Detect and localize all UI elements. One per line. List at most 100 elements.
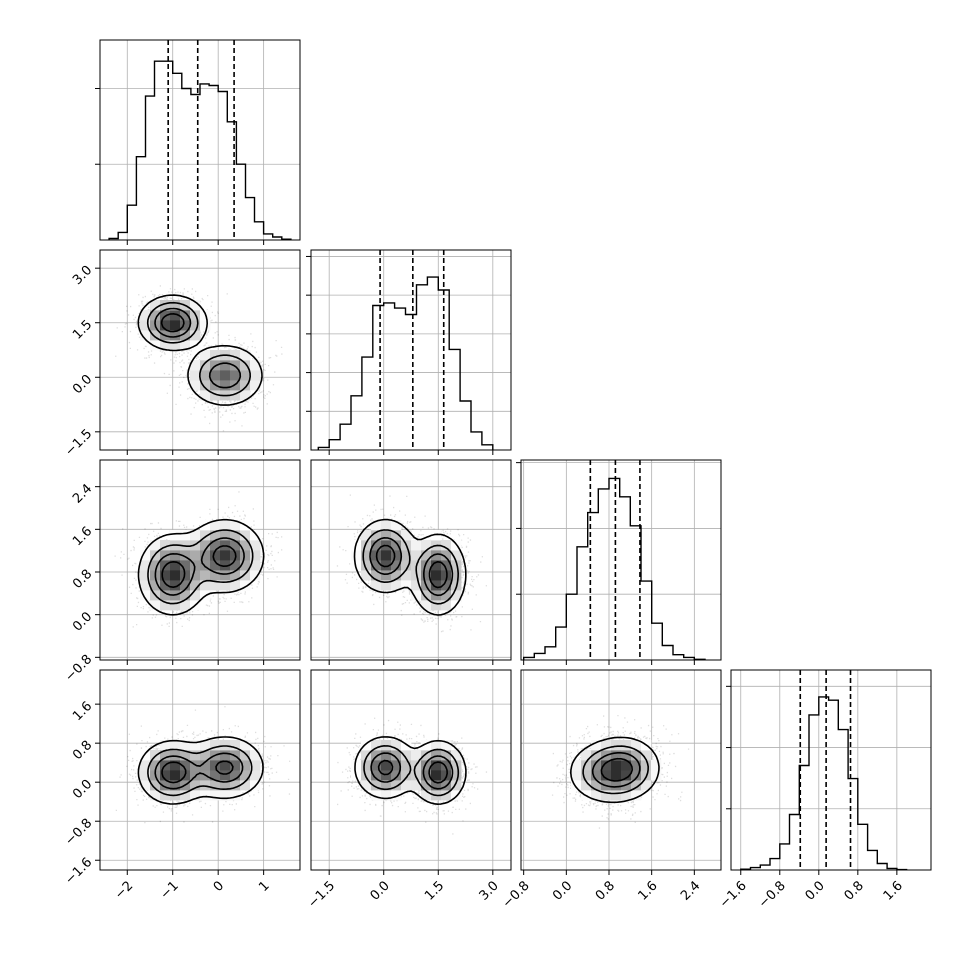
contour-level-1 bbox=[582, 745, 649, 795]
density-cell bbox=[411, 590, 422, 601]
density-cell bbox=[210, 580, 221, 591]
density-cell bbox=[381, 780, 392, 791]
density-cell bbox=[601, 760, 612, 771]
panel-frame bbox=[99, 459, 301, 661]
density-cell bbox=[180, 560, 191, 571]
density-cell bbox=[591, 750, 602, 761]
density-cell bbox=[641, 780, 652, 791]
x-tick-label: 1.6 bbox=[881, 878, 906, 903]
density-cell bbox=[210, 390, 221, 401]
density-cell bbox=[571, 780, 582, 791]
density-cell bbox=[150, 780, 161, 791]
density-cell bbox=[250, 750, 261, 761]
density-cell bbox=[190, 580, 201, 591]
density-cell bbox=[611, 760, 622, 771]
density-cell bbox=[190, 300, 201, 311]
density-cell bbox=[200, 560, 211, 571]
x-tick-label: 2.4 bbox=[678, 878, 703, 903]
density-cell bbox=[421, 600, 432, 611]
x-tick-label: −1 bbox=[158, 878, 182, 902]
density-cell bbox=[150, 310, 161, 321]
density-cell bbox=[591, 790, 602, 801]
density-cell bbox=[361, 570, 372, 581]
density-cell bbox=[441, 590, 452, 601]
density-cell bbox=[431, 550, 442, 561]
scatter-panel-3-1: −1.5 0.0 1.5 3.0 bbox=[305, 669, 512, 911]
density-cell bbox=[421, 540, 432, 551]
density-cell bbox=[160, 740, 171, 751]
y-tick-label: 0.0 bbox=[70, 372, 95, 397]
density-cell bbox=[250, 380, 261, 391]
x-tick-label: −2 bbox=[112, 878, 136, 902]
density-cell bbox=[190, 550, 201, 561]
hist-step-0 bbox=[108, 60, 292, 240]
density-cell bbox=[190, 790, 201, 801]
density-cell bbox=[621, 750, 632, 761]
contour-level-1 bbox=[147, 529, 254, 605]
contour-level-3 bbox=[161, 760, 234, 784]
contour-level-2 bbox=[154, 752, 244, 790]
density-cell bbox=[210, 550, 221, 561]
contour-level-0 bbox=[137, 294, 263, 406]
density-cell bbox=[200, 390, 211, 401]
density-cell bbox=[230, 780, 241, 791]
density-cell bbox=[441, 750, 452, 761]
panel-plot-area bbox=[521, 670, 721, 870]
density-cell bbox=[210, 530, 221, 541]
x-tick-label: −1.6 bbox=[717, 878, 750, 911]
y-tick-label: 1.6 bbox=[70, 699, 95, 724]
density-cell bbox=[611, 750, 622, 761]
density-cell bbox=[421, 770, 432, 781]
hist-panel-2 bbox=[516, 459, 722, 665]
panel-plot-area bbox=[100, 460, 300, 660]
density-cell bbox=[631, 760, 642, 771]
density-cell bbox=[190, 770, 201, 781]
density-cell bbox=[391, 790, 402, 801]
density-cell bbox=[190, 740, 201, 751]
density-cell bbox=[421, 590, 432, 601]
density-cell bbox=[250, 370, 261, 381]
contour-level-3 bbox=[377, 759, 448, 784]
density-cell bbox=[391, 740, 402, 751]
contour-level-0 bbox=[137, 518, 265, 616]
density-cell bbox=[401, 760, 412, 771]
density-cell bbox=[431, 760, 442, 771]
x-tick-label: 0.0 bbox=[803, 878, 828, 903]
density-cell bbox=[160, 580, 171, 591]
panel-plot-area bbox=[731, 670, 931, 870]
density-cell bbox=[240, 760, 251, 771]
density-cell bbox=[160, 780, 171, 791]
density-cell bbox=[220, 370, 231, 381]
density-cell bbox=[150, 600, 161, 611]
density-cell bbox=[581, 750, 592, 761]
density-cell bbox=[371, 750, 382, 761]
density-cell bbox=[190, 330, 201, 341]
density-cell bbox=[220, 570, 231, 581]
density-cell bbox=[381, 790, 392, 801]
density-cell bbox=[381, 550, 392, 561]
density-cell bbox=[180, 590, 191, 601]
scatter-panel-2-1 bbox=[310, 459, 512, 665]
density-cell bbox=[170, 300, 181, 311]
density-cell bbox=[441, 600, 452, 611]
density-cell bbox=[641, 750, 652, 761]
hist-step-3 bbox=[740, 696, 908, 870]
density-cell bbox=[621, 760, 632, 771]
panel-frame bbox=[99, 669, 301, 871]
density-cell bbox=[451, 750, 462, 761]
contour-level-0 bbox=[353, 518, 467, 616]
density-cell bbox=[240, 370, 251, 381]
density-cell bbox=[361, 740, 372, 751]
density-cell bbox=[210, 350, 221, 361]
density-cell bbox=[421, 570, 432, 581]
density-cell bbox=[220, 530, 231, 541]
contour-level-0 bbox=[354, 736, 467, 805]
hist-panel-3: −1.6 −0.8 0.0 0.8 1.6 bbox=[717, 669, 932, 911]
density-cell bbox=[621, 770, 632, 781]
y-tick-label: 2.4 bbox=[70, 481, 95, 506]
density-cell bbox=[391, 520, 402, 531]
density-cell bbox=[581, 760, 592, 771]
density-cell bbox=[160, 590, 171, 601]
density-cell bbox=[140, 750, 151, 761]
density-cell bbox=[571, 760, 582, 771]
